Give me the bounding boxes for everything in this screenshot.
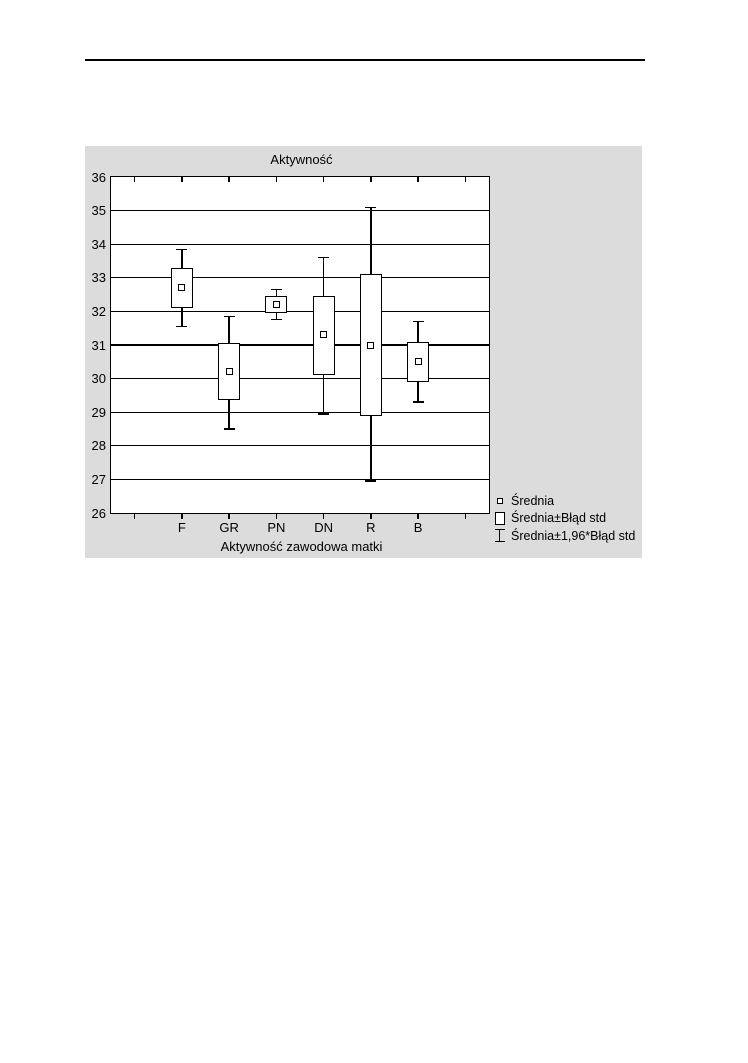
x-axis-title: Aktywność zawodowa matki [220,539,383,554]
whisker-cap-top [176,248,188,250]
x-tick-mark-bottom [275,513,278,519]
x-tick-mark-bottom [370,513,372,519]
x-category-label: F [177,520,186,535]
y-gridline [111,377,489,380]
whisker-cap-top [412,320,424,323]
y-tick-label: 34 [91,236,106,252]
y-tick-label: 32 [91,303,106,319]
mean-marker [320,331,328,339]
x-category-label: GR [219,520,239,535]
x-tick-mark-top [370,177,372,182]
whisker-cap-top [318,256,330,259]
x-tick-mark-top [275,177,278,182]
legend-icon-cell [489,511,511,525]
y-tick-label: 28 [91,438,106,454]
y-tick-label: 27 [91,471,106,487]
legend-item-stderr-box: Średnia±Błąd std [489,510,641,528]
y-gridline [111,478,489,481]
mean-marker [272,301,280,309]
legend: Średnia Średnia±Błąd std Średnia±1,96*Bł… [489,492,641,545]
y-tick-label: 36 [91,169,106,185]
chart-panel: Aktywność Aktywność zawodowa matki Średn… [85,146,642,558]
mean-marker [367,341,375,349]
whisker-icon [495,529,505,543]
legend-icon-cell [489,529,511,543]
legend-item-mean: Średnia [489,492,641,510]
mean-marker [178,284,186,292]
y-tick-label: 26 [91,505,106,521]
legend-label: Średnia±1,96*Błąd std [511,528,636,543]
y-tick-label: 30 [91,371,106,387]
whisker-cap-bottom [270,319,282,321]
x-tick-mark-top [181,177,183,182]
mean-square-icon [497,497,503,504]
chart-title: Aktywność [270,152,333,167]
x-tick-mark-bottom [133,513,136,519]
mean-marker [414,358,422,366]
x-category-label: DN [314,520,334,535]
x-category-label: B [413,520,423,535]
y-gridline [111,344,489,346]
mean-marker [225,368,233,376]
y-gridline [111,209,489,212]
x-tick-mark-top [322,177,325,182]
whisker-cap-top [270,288,282,291]
x-tick-mark-bottom [228,513,230,519]
x-tick-mark-top [464,177,467,182]
whisker-cap-bottom [176,325,188,328]
x-tick-mark-bottom [417,513,419,519]
y-tick-label: 33 [91,270,106,286]
x-category-label: R [366,520,376,535]
y-tick-label: 29 [91,404,106,420]
y-gridline [111,277,489,279]
y-gridline [111,243,489,245]
whisker-cap-bottom [318,413,330,415]
plot-area [110,176,490,519]
x-tick-mark-top [133,177,136,182]
y-tick-label: 35 [91,203,106,219]
legend-item-196-stderr-whisker: Średnia±1,96*Błąd std [489,527,641,545]
whisker-cap-bottom [365,480,377,482]
x-tick-mark-top [228,177,230,182]
whisker-cap-bottom [412,401,424,403]
box-icon [495,511,505,525]
header-rule [85,59,645,61]
whisker-cap-top [365,206,377,208]
x-tick-mark-bottom [464,513,467,519]
x-tick-mark-bottom [322,513,325,519]
x-tick-mark-top [417,177,419,182]
y-gridline [111,310,489,313]
y-gridline [111,411,489,413]
y-tick-label: 31 [91,337,106,353]
x-category-label: PN [267,520,286,535]
whisker-cap-bottom [223,428,235,430]
legend-icon-cell [489,497,511,504]
legend-label: Średnia±Błąd std [511,511,607,526]
x-tick-mark-bottom [181,513,183,519]
legend-label: Średnia [511,493,555,508]
whisker-cap-top [223,315,235,318]
y-gridline [111,445,489,447]
